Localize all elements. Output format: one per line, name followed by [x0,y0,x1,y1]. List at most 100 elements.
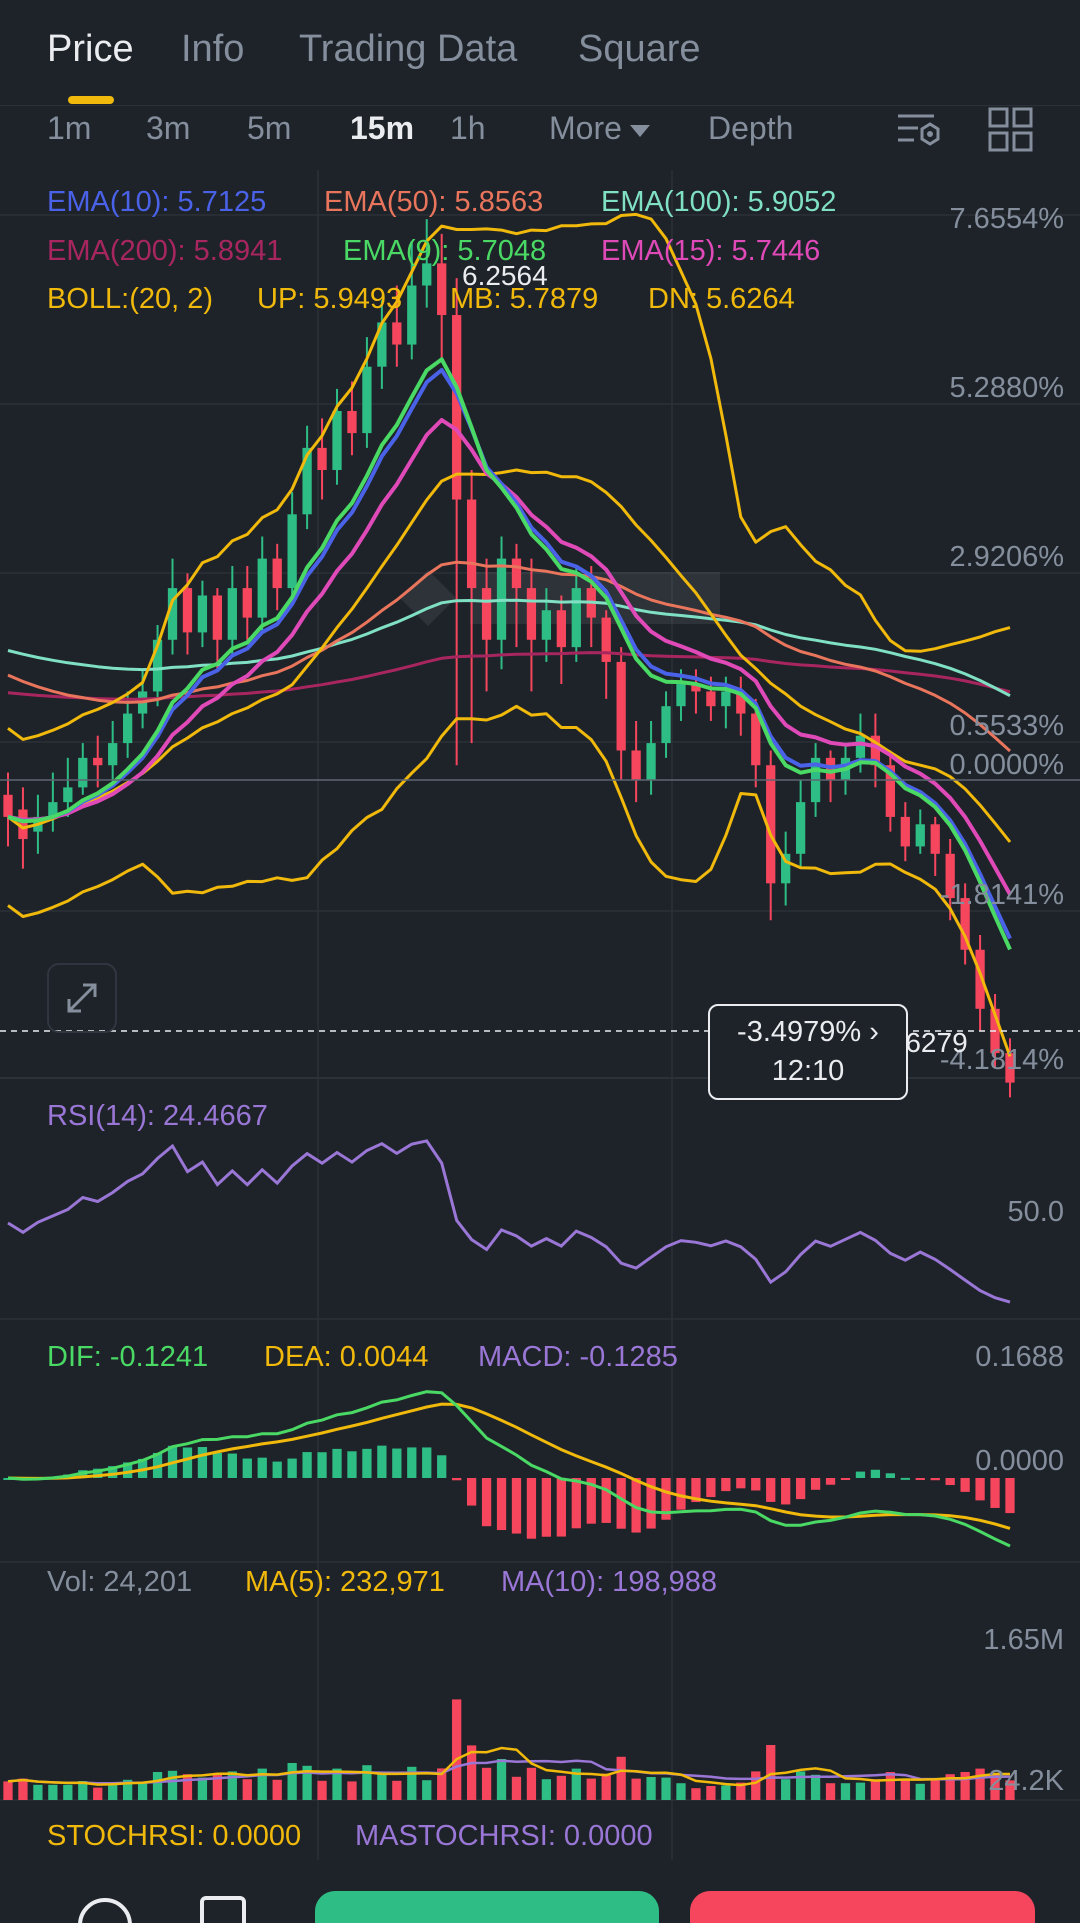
legend-ema15: EMA(15): 5.7446 [601,235,821,267]
macd-histogram-bar [123,1462,133,1478]
candle-body [900,816,910,847]
candle-body [960,898,970,950]
macd-dea-legend: DEA: 0.0044 [264,1341,429,1373]
candle-body [556,610,566,648]
macd-histogram-bar [272,1461,282,1478]
volume-bar [227,1771,237,1800]
volume-bar [556,1775,566,1800]
legend-ema10: EMA(10): 5.7125 [47,186,267,218]
price-tooltip[interactable]: -3.4979% › 12:10 [708,1004,908,1100]
expand-icon [67,983,97,1013]
macd-histogram-bar [960,1478,970,1492]
macd-histogram-bar [496,1478,507,1531]
legend-ema50: EMA(50): 5.8563 [324,186,544,218]
buy-button[interactable] [315,1891,659,1923]
price-axis-label: 7.6554% [949,203,1065,235]
volume-bar [18,1778,28,1800]
timeframe-1m[interactable]: 1m [47,110,92,146]
tab-price[interactable]: Price [47,28,134,70]
volume-bar [452,1699,462,1800]
legend-boll-up: UP: 5.9493 [257,283,403,315]
candle-body [945,853,955,899]
depth-tab[interactable]: Depth [708,110,794,146]
timeframe-3m[interactable]: 3m [146,110,191,146]
macd-histogram-bar [182,1447,193,1478]
timeframe-bar: 1m 3m 5m 15m 1h More Depth [0,106,1080,170]
volume-bar [197,1777,208,1800]
volume-bar [332,1768,342,1800]
candle-body [466,499,477,589]
macd-histogram-bar [975,1478,985,1501]
price-chart[interactable] [0,0,1080,1880]
ema200-line [7,651,1011,701]
macd-histogram-bar [437,1455,447,1478]
volume-bar [885,1772,895,1800]
tooltip-time: 12:10 [771,1055,845,1087]
candle-body [1005,1053,1015,1083]
macd-histogram-bar [915,1478,925,1480]
volume-bar [661,1777,671,1800]
candle-body [108,743,118,766]
volume-bar [437,1768,447,1800]
candle-body [855,735,866,758]
tab-info[interactable]: Info [181,28,245,70]
tooltip-percent: -3.4979% [737,1016,862,1048]
chevron-right-icon: › [869,1016,879,1048]
macd-histogram-bar [795,1478,806,1500]
volume-bar [302,1765,312,1800]
vol-axis-low: 24.2K [988,1765,1064,1797]
price-axis-label: 0.5533% [949,710,1065,742]
grid-layout-icon[interactable] [987,106,1035,154]
tab-square[interactable]: Square [578,28,701,70]
candle-body [197,595,208,633]
legend-ema100: EMA(100): 5.9052 [601,186,837,218]
volume-bar [1005,1780,1015,1800]
legend-boll-dn: DN: 5.6264 [648,283,795,315]
candle-body [93,757,103,766]
volume-bar [721,1785,731,1800]
macd-histogram-bar [302,1452,312,1478]
volume-bar [975,1768,985,1800]
price-axis-label: -4.1814% [939,1044,1064,1076]
macd-histogram-bar [407,1447,417,1478]
macd-histogram-bar [332,1448,342,1478]
tab-trading-data[interactable]: Trading Data [299,28,518,70]
macd-histogram-bar [930,1478,940,1481]
chat-icon[interactable] [78,1898,132,1923]
chart-settings-icon[interactable] [894,106,942,154]
high-price-marker: 6.2564 [462,260,548,291]
vol-axis-top: 1.65M [983,1624,1064,1656]
candle-body [63,787,73,803]
timeframe-1h[interactable]: 1h [450,110,486,146]
candle-body [152,639,163,692]
macd-histogram-bar [362,1448,372,1478]
macd-panel [3,1390,1015,1548]
volume-bar [407,1766,417,1800]
sell-button[interactable] [690,1891,1035,1923]
volume-bar [541,1779,552,1800]
candle-body [795,802,806,854]
timeframe-15m[interactable]: 15m [350,110,415,146]
expand-chart-button[interactable] [47,963,117,1033]
stochrsi-legend: STOCHRSI: 0.0000 [47,1820,302,1852]
volume-bar [706,1786,716,1800]
candle-body [870,735,881,766]
more-dropdown[interactable]: More [549,110,650,147]
candle-body [721,691,731,707]
volume-bar [586,1778,596,1800]
ema100-line [7,598,1011,698]
candle-body [526,588,537,640]
candle-body [885,765,895,817]
document-icon[interactable] [200,1896,246,1923]
volume-bar [362,1765,372,1800]
candle-body [407,285,417,345]
macd-histogram-bar [511,1478,522,1534]
candle-body [691,684,701,692]
timeframe-5m[interactable]: 5m [247,110,292,146]
candle-body [706,691,716,707]
macd-histogram-bar [870,1469,881,1478]
legend-ema200: EMA(200): 5.8941 [47,235,283,267]
macd-histogram-bar [347,1451,357,1478]
macd-histogram-bar [825,1478,836,1485]
candle-body [272,558,282,589]
